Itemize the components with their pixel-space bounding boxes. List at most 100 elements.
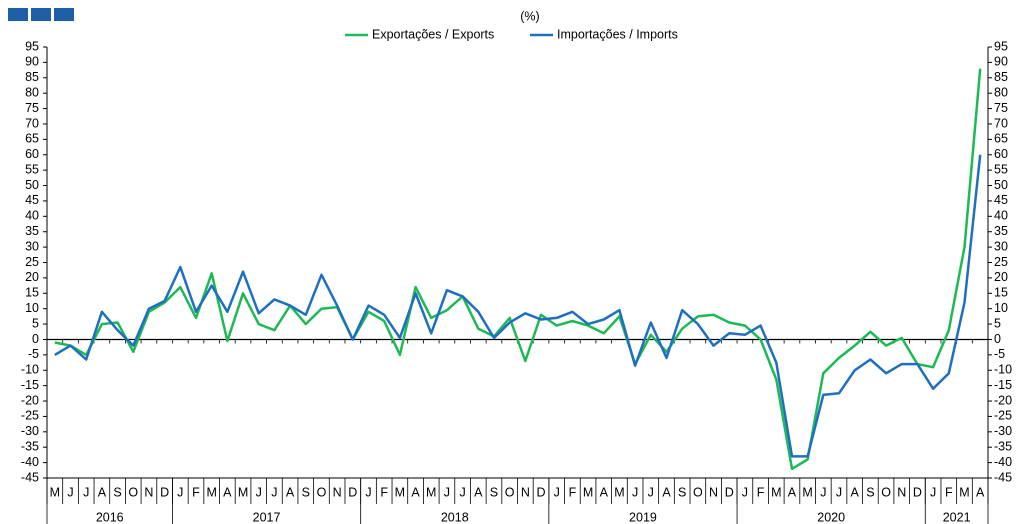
x-tick-label: J — [177, 485, 183, 499]
x-tick-label: O — [317, 485, 327, 499]
year-label: 2016 — [96, 510, 124, 524]
y2-tick-label: 90 — [994, 55, 1008, 69]
year-label: 2019 — [629, 510, 657, 524]
x-tick-label: J — [444, 485, 450, 499]
x-tick-label: J — [648, 485, 654, 499]
x-tick-label: D — [160, 485, 169, 499]
x-tick-label: J — [271, 485, 277, 499]
x-tick-label: M — [238, 485, 248, 499]
y2-tick-label: 55 — [994, 162, 1008, 176]
x-tick-label: A — [851, 485, 860, 499]
y2-tick-label: 80 — [994, 85, 1008, 99]
y2-tick-label: -30 — [994, 424, 1012, 438]
y-tick-label: 0 — [32, 332, 39, 346]
y-tick-label: 10 — [25, 301, 39, 315]
y2-tick-label: 45 — [994, 193, 1008, 207]
x-tick-label: N — [521, 485, 530, 499]
y-tick-label: -25 — [21, 409, 39, 423]
x-tick-label: F — [569, 485, 577, 499]
series-line — [54, 154, 982, 458]
x-tick-label: M — [771, 485, 781, 499]
y2-tick-label: 60 — [994, 147, 1008, 161]
x-tick-label: A — [788, 485, 797, 499]
x-tick-label: A — [976, 485, 985, 499]
y2-tick-label: -15 — [994, 378, 1012, 392]
y-tick-label: -5 — [28, 347, 39, 361]
y2-tick-label: 35 — [994, 224, 1008, 238]
y-tick-label: 80 — [25, 85, 39, 99]
y-tick-label: -30 — [21, 424, 39, 438]
y-tick-label: -20 — [21, 393, 39, 407]
y2-tick-label: 5 — [994, 316, 1001, 330]
y-tick-label: -10 — [21, 363, 39, 377]
x-tick-label: M — [206, 485, 216, 499]
x-tick-label: M — [614, 485, 624, 499]
x-tick-label: N — [333, 485, 342, 499]
logo-block — [31, 8, 51, 21]
x-tick-label: O — [881, 485, 891, 499]
y-tick-label: 70 — [25, 116, 39, 130]
year-label: 2021 — [943, 510, 971, 524]
y-tick-label: 35 — [25, 224, 39, 238]
x-tick-label: J — [365, 485, 371, 499]
chart-title: (%) — [520, 9, 539, 23]
y-tick-label: 20 — [25, 270, 39, 284]
x-tick-label: M — [426, 485, 436, 499]
y2-tick-label: 75 — [994, 101, 1008, 115]
x-tick-label: J — [67, 485, 73, 499]
y-tick-label: -35 — [21, 440, 39, 454]
y-tick-label: -40 — [21, 455, 39, 469]
y-tick-label: -15 — [21, 378, 39, 392]
x-tick-label: S — [302, 485, 310, 499]
x-tick-label: N — [709, 485, 718, 499]
x-tick-label: A — [474, 485, 483, 499]
y-tick-label: 40 — [25, 209, 39, 223]
logo-block — [54, 8, 74, 21]
y2-tick-label: -5 — [994, 347, 1005, 361]
y-tick-label: 85 — [25, 70, 39, 84]
x-tick-label: J — [554, 485, 560, 499]
x-tick-label: J — [836, 485, 842, 499]
x-tick-label: F — [757, 485, 765, 499]
x-tick-label: D — [348, 485, 357, 499]
x-tick-label: A — [600, 485, 609, 499]
x-tick-label: F — [192, 485, 200, 499]
legend-label: Importações / Imports — [557, 27, 678, 41]
y2-tick-label: -20 — [994, 393, 1012, 407]
x-tick-label: A — [98, 485, 107, 499]
x-tick-label: J — [742, 485, 748, 499]
x-tick-label: D — [725, 485, 734, 499]
x-tick-label: S — [113, 485, 121, 499]
x-tick-label: S — [866, 485, 874, 499]
y-tick-label: 75 — [25, 101, 39, 115]
x-tick-label: J — [256, 485, 262, 499]
y-tick-label: 30 — [25, 239, 39, 253]
y2-tick-label: 65 — [994, 132, 1008, 146]
x-tick-label: M — [583, 485, 593, 499]
x-tick-label: N — [144, 485, 153, 499]
y2-tick-label: 85 — [994, 70, 1008, 84]
y2-tick-label: 20 — [994, 270, 1008, 284]
x-tick-label: A — [411, 485, 420, 499]
year-label: 2017 — [253, 510, 281, 524]
x-tick-label: J — [83, 485, 89, 499]
y-tick-label: 50 — [25, 178, 39, 192]
y2-tick-label: 50 — [994, 178, 1008, 192]
x-tick-label: O — [505, 485, 515, 499]
y2-tick-label: -40 — [994, 455, 1012, 469]
y-tick-label: 25 — [25, 255, 39, 269]
year-label: 2020 — [817, 510, 845, 524]
x-tick-label: F — [945, 485, 953, 499]
y2-tick-label: 0 — [994, 332, 1001, 346]
y2-tick-label: 70 — [994, 116, 1008, 130]
y-tick-label: 5 — [32, 316, 39, 330]
y-tick-label: 60 — [25, 147, 39, 161]
x-tick-label: A — [662, 485, 671, 499]
y-tick-label: 45 — [25, 193, 39, 207]
y-tick-label: 65 — [25, 132, 39, 146]
x-tick-label: J — [459, 485, 465, 499]
y2-tick-label: 10 — [994, 301, 1008, 315]
y-tick-label: 95 — [25, 39, 39, 53]
y2-tick-label: -25 — [994, 409, 1012, 423]
